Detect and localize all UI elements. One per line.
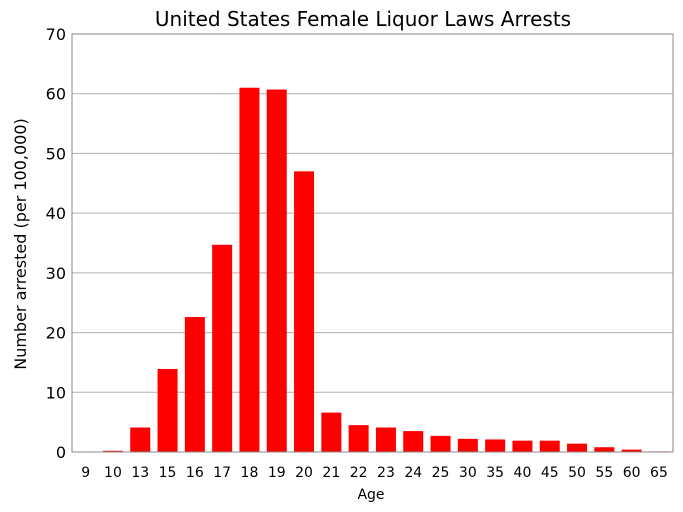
x-tick-label: 22 — [350, 465, 368, 481]
x-tick-label: 25 — [432, 465, 450, 481]
bar-age-24 — [403, 431, 424, 452]
x-tick-label: 30 — [459, 465, 477, 481]
bar-age-18 — [239, 87, 260, 452]
plot-frame — [71, 33, 674, 453]
y-tick-label: 30 — [46, 264, 66, 283]
y-tick-label: 20 — [46, 324, 66, 343]
x-tick-label: 10 — [104, 465, 122, 481]
x-tick-label: 55 — [595, 465, 613, 481]
bar-age-30 — [457, 438, 478, 452]
bar-age-55 — [594, 447, 615, 452]
x-axis-label: Age — [357, 487, 384, 503]
bar-age-45 — [539, 440, 560, 452]
bar-age-20 — [294, 171, 315, 453]
x-tick-labels: 9 10 13 15 16 17 18 19 20 21 22 23 24 25 30 35 40 45 50 55 6… — [81, 465, 668, 481]
x-tick-label: 17 — [213, 465, 231, 481]
x-tick-label: 50 — [568, 465, 586, 481]
bar-age-15 — [157, 368, 178, 452]
bar-age-19 — [266, 89, 287, 452]
bar-age-13 — [130, 427, 151, 452]
bars — [102, 87, 669, 453]
chart-title: United States Female Liquor Laws Arrests — [155, 7, 571, 31]
x-tick-label: 40 — [514, 465, 532, 481]
x-tick-label: 45 — [541, 465, 559, 481]
x-tick-label: 20 — [295, 465, 313, 481]
y-tick-label: 60 — [46, 85, 66, 104]
x-tick-label: 18 — [241, 465, 259, 481]
x-tick-label: 65 — [650, 465, 668, 481]
x-tick-label: 21 — [322, 465, 340, 481]
x-tick-label: 24 — [404, 465, 422, 481]
x-tick-label: 19 — [268, 465, 286, 481]
grid-lines — [72, 93, 673, 393]
y-axis-label: Number arrested (per 100,000) — [11, 118, 30, 370]
y-tick-label: 10 — [46, 383, 66, 402]
y-tick-label: 70 — [46, 25, 66, 44]
bar-age-60 — [621, 449, 642, 452]
bar-age-23 — [375, 427, 396, 452]
x-tick-label: 15 — [159, 465, 177, 481]
x-tick-label: 13 — [131, 465, 149, 481]
y-tick-labels: 0 10 20 30 40 50 60 70 — [46, 25, 66, 462]
bar-age-25 — [430, 435, 451, 452]
bar-age-35 — [485, 439, 506, 452]
bar-age-22 — [348, 425, 369, 452]
x-tick-label: 9 — [81, 465, 90, 481]
y-tick-label: 40 — [46, 204, 66, 223]
x-tick-label: 35 — [486, 465, 504, 481]
bar-age-10 — [102, 450, 123, 452]
bar-age-50 — [567, 443, 588, 452]
y-tick-label: 50 — [46, 144, 66, 163]
bar-age-16 — [184, 317, 205, 452]
x-tick-label: 60 — [623, 465, 641, 481]
y-tick-label: 0 — [56, 443, 66, 462]
bar-age-21 — [321, 412, 342, 452]
x-tick-label: 16 — [186, 465, 204, 481]
x-tick-label: 23 — [377, 465, 395, 481]
bar-age-40 — [512, 440, 533, 452]
bar-age-17 — [212, 244, 233, 452]
